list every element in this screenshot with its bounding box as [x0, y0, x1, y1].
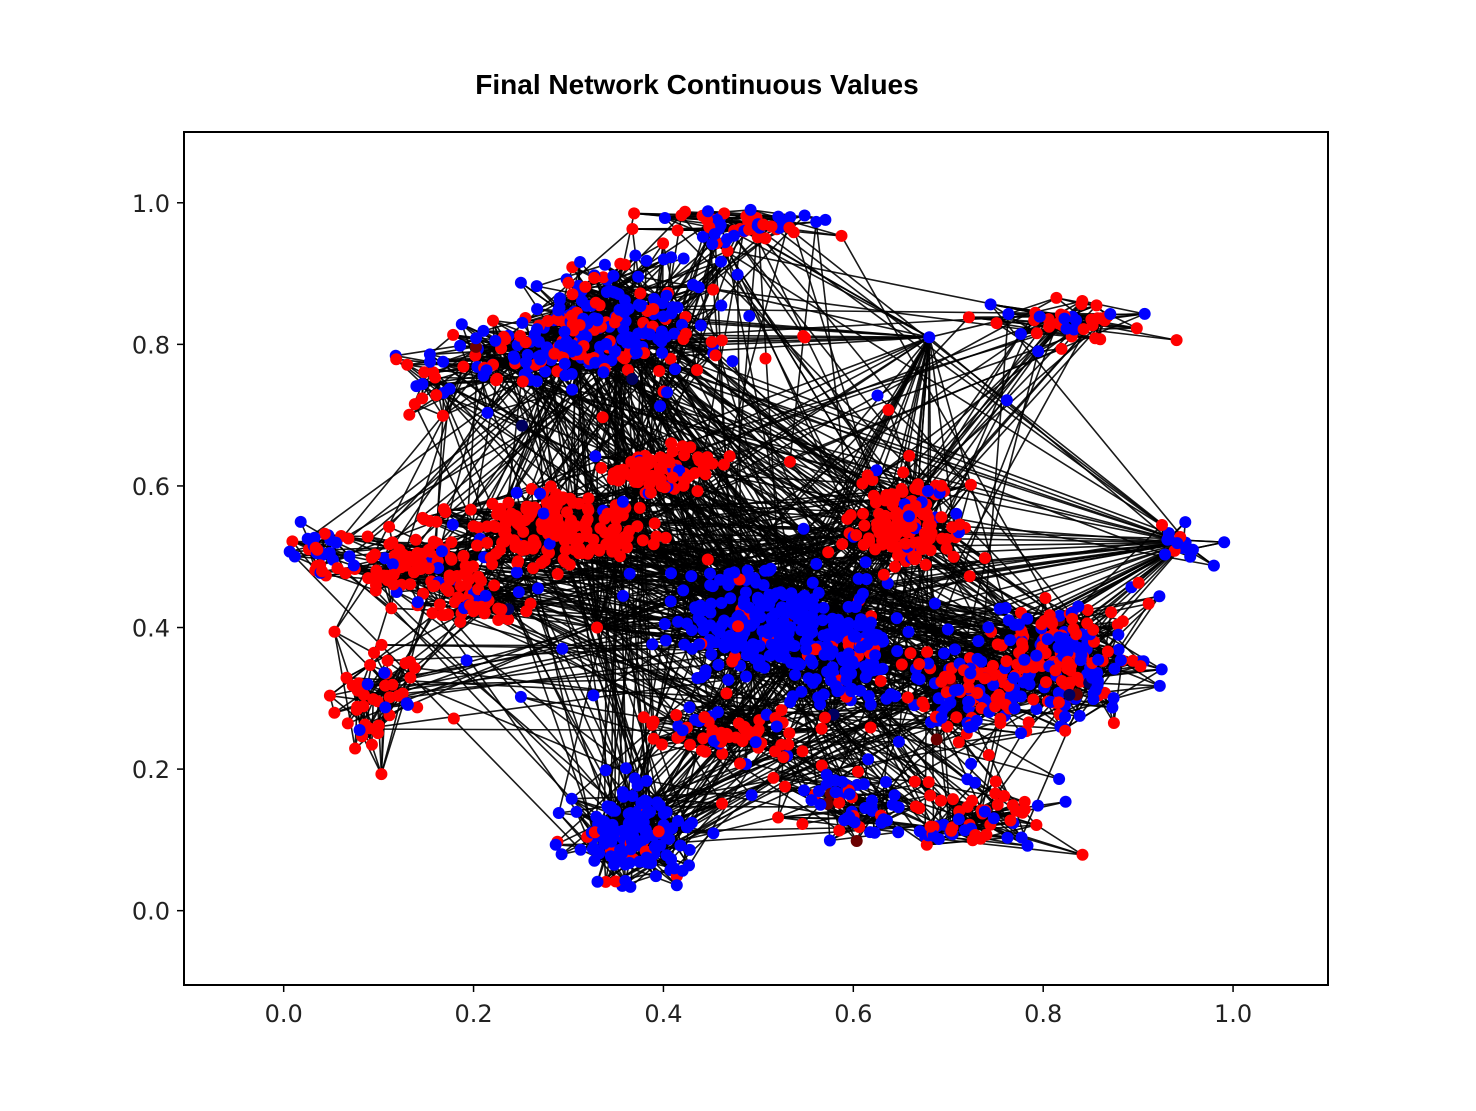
network-node	[1105, 606, 1117, 618]
network-node	[705, 648, 717, 660]
network-node	[378, 667, 390, 679]
network-node	[659, 212, 671, 224]
network-node	[461, 654, 473, 666]
chart-title: Final Network Continuous Values	[475, 69, 918, 100]
network-node	[677, 584, 689, 596]
network-node	[983, 749, 995, 761]
network-node	[938, 647, 950, 659]
network-node	[896, 659, 908, 671]
network-node	[659, 618, 671, 630]
edge	[372, 699, 373, 745]
network-node	[822, 546, 834, 558]
network-node	[796, 818, 808, 830]
network-node	[403, 409, 415, 421]
network-node	[362, 531, 374, 543]
network-node	[1154, 680, 1166, 692]
network-node	[807, 577, 819, 589]
network-node	[684, 739, 696, 751]
network-node	[532, 582, 544, 594]
network-node	[364, 659, 376, 671]
network-node	[865, 699, 877, 711]
network-node	[1050, 292, 1062, 304]
network-node	[966, 795, 978, 807]
network-node	[382, 655, 394, 667]
network-node	[779, 781, 791, 793]
network-node	[836, 230, 848, 242]
network-node	[965, 479, 977, 491]
network-node	[1053, 773, 1065, 785]
network-node	[684, 701, 696, 713]
network-node	[716, 334, 728, 346]
network-node	[653, 365, 665, 377]
network-node	[438, 503, 450, 515]
network-node	[784, 456, 796, 468]
network-node	[964, 570, 976, 582]
network-node	[942, 623, 954, 635]
network-node	[985, 298, 997, 310]
edge	[929, 337, 955, 537]
network-node	[632, 271, 644, 283]
network-node	[384, 691, 396, 703]
network-node	[1143, 598, 1155, 610]
network-node	[833, 825, 845, 837]
network-node	[865, 722, 877, 734]
network-node	[963, 311, 975, 323]
network-node	[716, 748, 728, 760]
network-node	[715, 597, 727, 609]
network-node	[456, 318, 468, 330]
network-node	[385, 602, 397, 614]
